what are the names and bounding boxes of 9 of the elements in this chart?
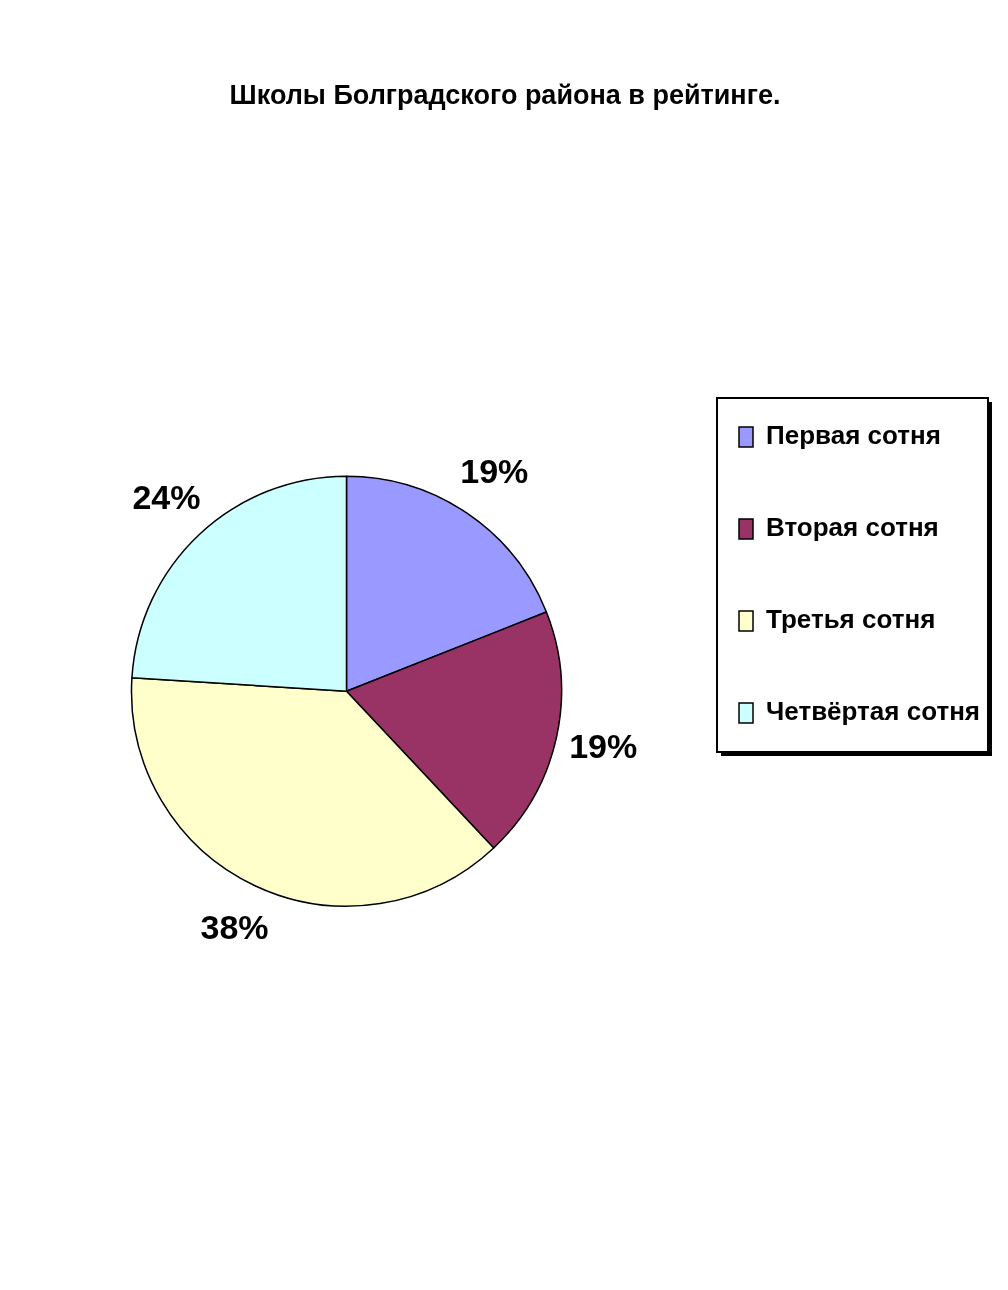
data-label: 19% (460, 452, 529, 491)
data-label: 38% (200, 907, 269, 946)
data-label: 24% (132, 477, 201, 516)
data-label: 19% (569, 726, 638, 765)
legend-label: Вторая сотня (766, 512, 939, 543)
legend-label: Третья сотня (766, 604, 936, 635)
legend-label: Четвёртая сотня (766, 696, 981, 727)
legend-label: Первая сотня (766, 420, 941, 451)
chart-title: Школы Болградского района в рейтинге. (229, 79, 781, 110)
